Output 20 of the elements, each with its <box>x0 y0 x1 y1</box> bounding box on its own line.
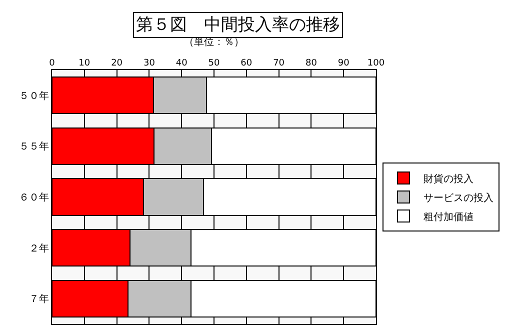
y-tick-label: ５５年 <box>19 140 49 153</box>
x-tick-label: 50 <box>208 58 220 68</box>
y-tick-label: ２年 <box>29 242 49 254</box>
x-tick-label: 70 <box>273 58 285 68</box>
legend-label: サービスの投入 <box>423 192 494 204</box>
x-tick-label: 10 <box>78 58 90 68</box>
x-tick-label: 80 <box>305 58 318 68</box>
x-tick-label: 60 <box>240 58 252 68</box>
y-tick-label: ６０年 <box>19 192 49 204</box>
x-tick-label: 20 <box>111 58 123 68</box>
chart-title: 第５図 中間投入率の推移 <box>136 15 340 35</box>
legend-label: 粗付加価値 <box>423 210 474 223</box>
y-tick-label: ５０年 <box>19 90 49 102</box>
x-tick-label: 90 <box>338 58 350 68</box>
legend-label: 財貨の投入 <box>423 172 474 185</box>
x-tick-label: 40 <box>176 58 188 68</box>
x-tick-label: 0 <box>49 58 56 68</box>
x-tick-label: 30 <box>143 58 156 68</box>
x-tick-label: 100 <box>367 58 385 68</box>
y-tick-label: ７年 <box>29 293 49 306</box>
